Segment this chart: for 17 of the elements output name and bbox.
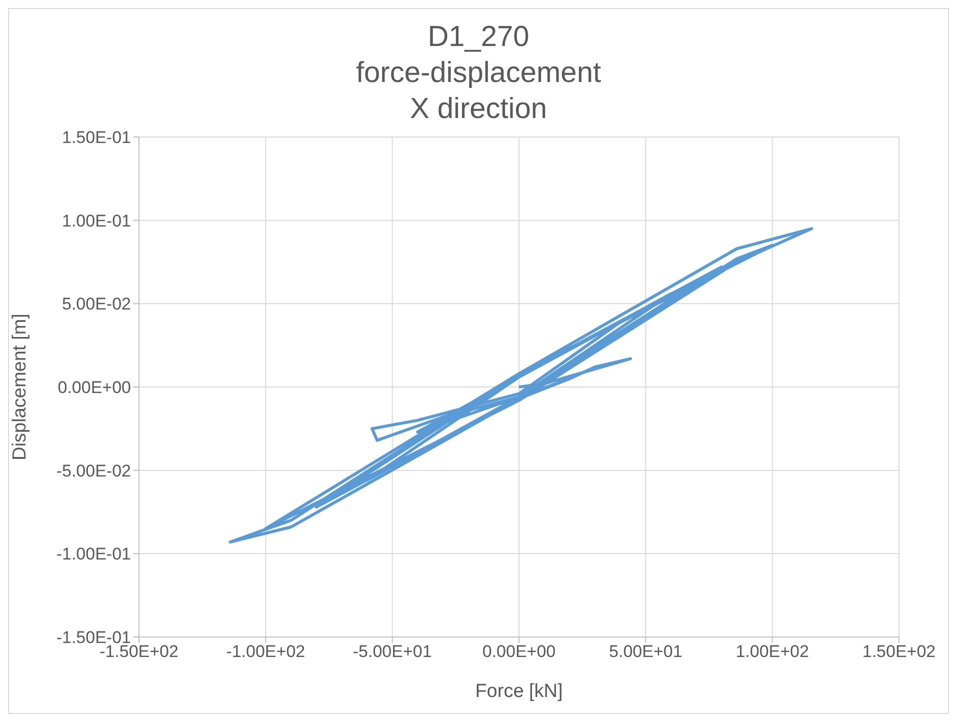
y-axis-title: Displacement [m] <box>10 314 31 460</box>
x-tick-label: 0.00E+00 <box>482 642 556 662</box>
y-tick-label: 1.50E-01 <box>62 128 131 148</box>
y-tick-label: -5.00E-02 <box>56 461 131 480</box>
line-series <box>228 227 814 544</box>
x-tick-label: -5.00E+01 <box>352 642 432 662</box>
y-tick-label: -1.00E-01 <box>56 544 131 564</box>
x-tick-label: 1.50E+02 <box>862 642 936 662</box>
y-tick-label: 0.00E+00 <box>58 378 131 398</box>
x-tick-label: -1.50E+02 <box>100 642 178 662</box>
x-tick-label: -1.00E+02 <box>226 642 306 662</box>
chart-title: D1_270 force-displacement X direction <box>355 20 602 127</box>
y-tick-label: 1.00E-01 <box>62 211 131 230</box>
x-axis-title: Force [kN] <box>475 681 563 702</box>
y-tick-label: 5.00E-02 <box>62 294 131 314</box>
x-tick-label: 5.00E+01 <box>609 642 682 662</box>
x-tick-label: 1.00E+02 <box>736 642 809 662</box>
